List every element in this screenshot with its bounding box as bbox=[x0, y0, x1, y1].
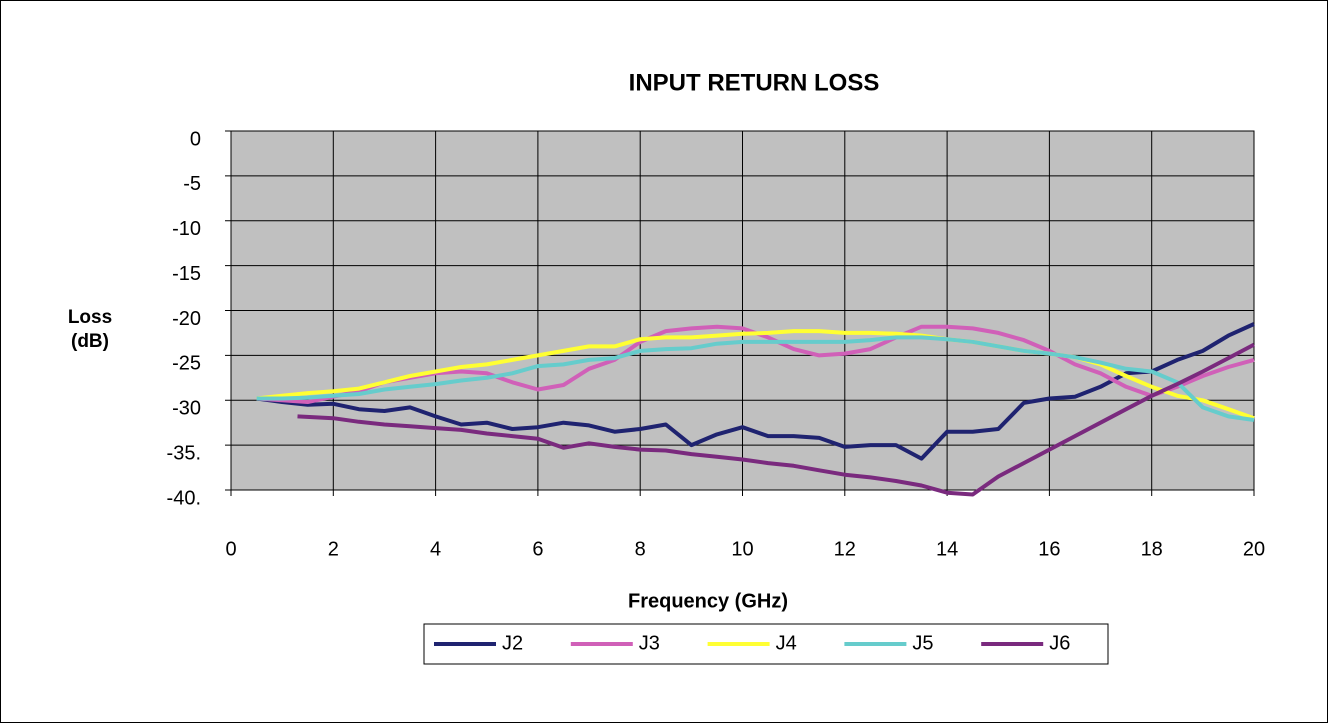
y-tick-label: -40. bbox=[167, 487, 201, 509]
legend-label: J3 bbox=[639, 632, 660, 654]
legend-label: J4 bbox=[776, 632, 797, 654]
y-tick-label: -15 bbox=[172, 263, 201, 285]
chart-title: INPUT RETURN LOSS bbox=[629, 69, 880, 96]
y-tick-label: -20 bbox=[172, 308, 201, 330]
x-tick-label: 0 bbox=[225, 538, 236, 560]
x-tick-label: 8 bbox=[635, 538, 646, 560]
series-line bbox=[297, 342, 1255, 497]
series-line bbox=[256, 335, 1255, 422]
legend-label: J5 bbox=[912, 632, 933, 654]
y-tick-label: -25 bbox=[172, 353, 201, 375]
legend-label: J6 bbox=[1049, 632, 1070, 654]
x-tick-label: 12 bbox=[834, 538, 856, 560]
x-tick-label: 20 bbox=[1243, 538, 1265, 560]
x-tick-label: 2 bbox=[328, 538, 339, 560]
y-tick-label: -10 bbox=[172, 218, 201, 240]
y-tick-label: -35. bbox=[167, 442, 201, 464]
x-tick-label: 14 bbox=[936, 538, 958, 560]
y-tick-label: 0 bbox=[190, 128, 201, 150]
y-tick-label: -30 bbox=[172, 398, 201, 420]
series-line bbox=[256, 322, 1255, 461]
x-tick-label: 18 bbox=[1141, 538, 1163, 560]
y-tick-label: -5 bbox=[183, 173, 201, 195]
legend-label: J2 bbox=[502, 632, 523, 654]
x-tick-label: 16 bbox=[1038, 538, 1060, 560]
x-axis-label: Frequency (GHz) bbox=[628, 590, 788, 612]
y-axis-label: Loss (dB) bbox=[67, 307, 113, 352]
x-tick-label: 10 bbox=[731, 538, 753, 560]
x-tick-label: 4 bbox=[430, 538, 441, 560]
x-tick-label: 6 bbox=[532, 538, 543, 560]
